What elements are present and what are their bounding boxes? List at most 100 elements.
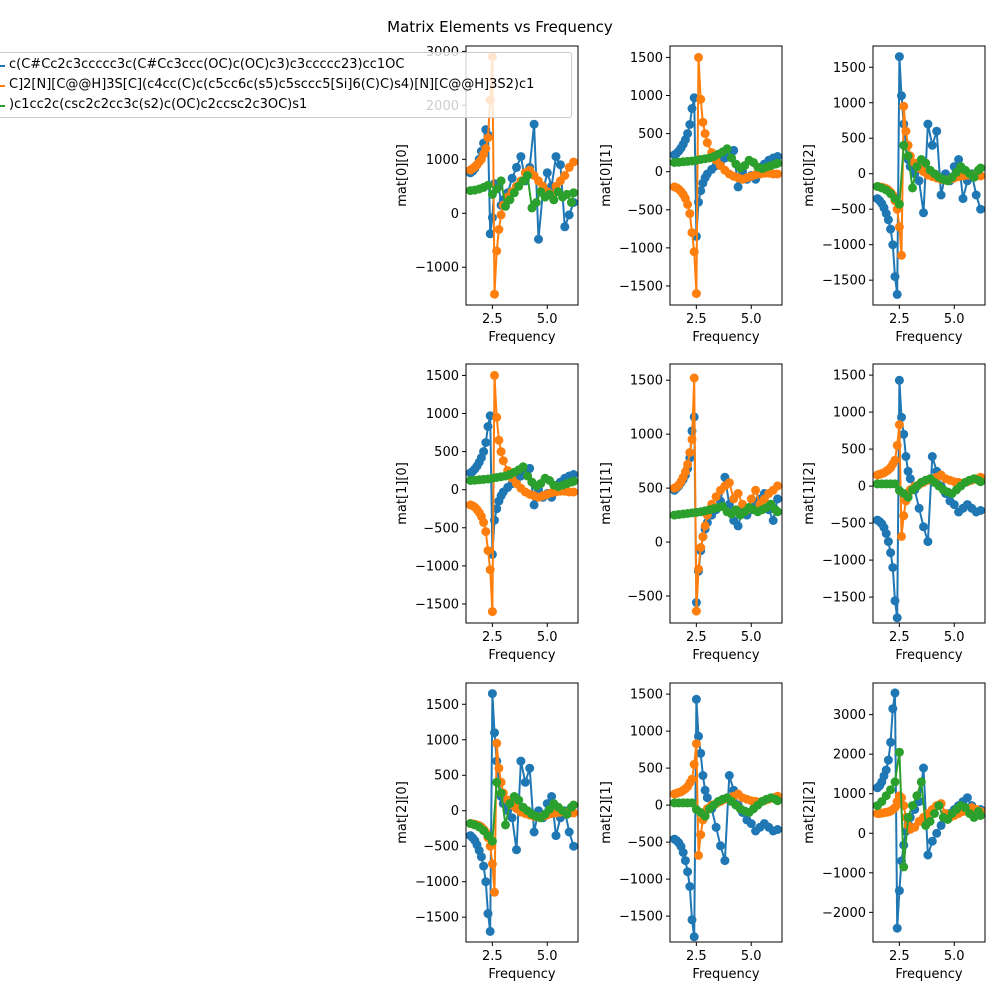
y-tick-label: 1500 [426,369,459,384]
series-2-point [687,435,697,444]
y-tick-label: 1000 [833,787,866,802]
series-2-point [746,494,756,504]
series-1-point [976,506,985,515]
y-tick-label: −500 [627,203,663,218]
series-1-point [927,452,937,461]
series-1-point [512,845,521,855]
y-tick-label: −1000 [415,875,459,890]
series-2-point [680,467,690,477]
series-1-point [551,831,561,841]
series-1-point [890,596,900,606]
series-2-point [892,440,902,450]
y-tick-label: 1000 [833,96,866,111]
series-1-point [525,763,535,773]
y-tick-label: 500 [638,762,663,777]
series-3-point [509,188,519,198]
series-1-point [529,119,539,129]
x-tick-label: 2.5 [889,630,910,645]
plot-area [873,375,985,623]
series-2-point [492,412,502,422]
series-2-point [702,138,712,148]
series-1-point [919,763,928,773]
y-axis-label: mat[1][2] [802,462,817,525]
series-1-point [919,522,928,532]
y-axis-label: mat[2][0] [395,781,410,844]
series-3-point [930,809,939,818]
series-2-point [683,199,693,209]
x-tick-label: 5.0 [741,949,762,964]
series-3-point [934,801,944,811]
x-axis-label: Frequency [692,967,759,982]
series-2-point [894,420,904,430]
y-tick-label: 1000 [630,89,663,104]
series-3-point [501,820,510,830]
series-1-point [883,537,893,547]
series-1-point [683,129,693,139]
series-1-point [894,375,904,385]
y-tick-label: 0 [451,483,459,498]
series-3-point [894,199,904,209]
series-1-point [551,152,561,162]
y-tick-label: −500 [830,203,866,218]
x-tick-label: 2.5 [482,312,503,327]
y-tick-label: 1000 [833,406,866,421]
series-1-point [936,190,946,200]
subplot-0-0: 2.55.0−10000100020003000Frequencymat[0][… [395,45,579,345]
x-axis-label: Frequency [488,967,555,982]
y-tick-label: −500 [423,840,459,855]
axes-frame [872,682,986,943]
series-3-point [492,777,502,787]
series-1-point [678,848,688,857]
x-tick-label: 2.5 [889,312,910,327]
axes-frame [465,363,579,624]
series-3-point [908,183,917,193]
series-2-point [490,289,499,299]
y-tick-label: 1000 [426,407,459,422]
series-1-line [876,380,981,618]
x-tick-label: 5.0 [537,312,558,327]
y-tick-label: −1500 [822,591,866,606]
series-2-point [485,565,495,575]
series-1-point [516,152,526,162]
series-3-point [569,476,578,486]
series-1-point [483,909,493,919]
y-tick-label: −1500 [619,279,663,294]
y-tick-label: −1500 [415,597,459,612]
series-1-point [773,152,782,161]
subplot-0-1: 2.5 5.0 −1500 −1000 −500 0 500 1000 1500 Frequenc… [599,45,783,345]
legend-label-1: c(C#Cc2c3ccccc3c(C#Cc3ccc(OC)c(OC)c3)c3c… [9,57,405,72]
series-2-point [751,485,761,495]
series-2-point [694,52,703,62]
series-3-point [773,796,782,806]
series-1-point [890,688,900,698]
series-2-point [696,543,706,552]
series-2-point [494,763,504,773]
y-tick-label: −1500 [415,911,459,926]
series-1-point [923,119,933,129]
series-3-point [700,811,710,821]
series-1-point [923,850,933,860]
series-3-point [903,151,913,161]
x-tick-label: 5.0 [537,630,558,645]
series-1-point [890,272,900,282]
y-tick-label: −500 [830,517,866,532]
series-3-point [518,462,528,472]
series-3-point [505,195,515,205]
series-1-point [892,289,902,299]
y-tick-label: 0 [858,827,866,842]
series-2-point [483,133,493,143]
series-3-point [899,862,909,872]
series-1-point [542,168,552,178]
series-2-point [569,487,578,497]
series-2-point [683,459,693,469]
y-tick-label: 1500 [630,374,663,389]
series-1-point [687,104,697,113]
series-1-point [936,820,946,830]
series-1-point [919,208,928,218]
axes-frame [465,682,579,943]
y-tick-label: −500 [423,521,459,536]
y-tick-label: 500 [841,132,866,147]
series-2-point [490,887,499,897]
series-3-point [976,477,985,487]
series-1-point [894,886,904,896]
